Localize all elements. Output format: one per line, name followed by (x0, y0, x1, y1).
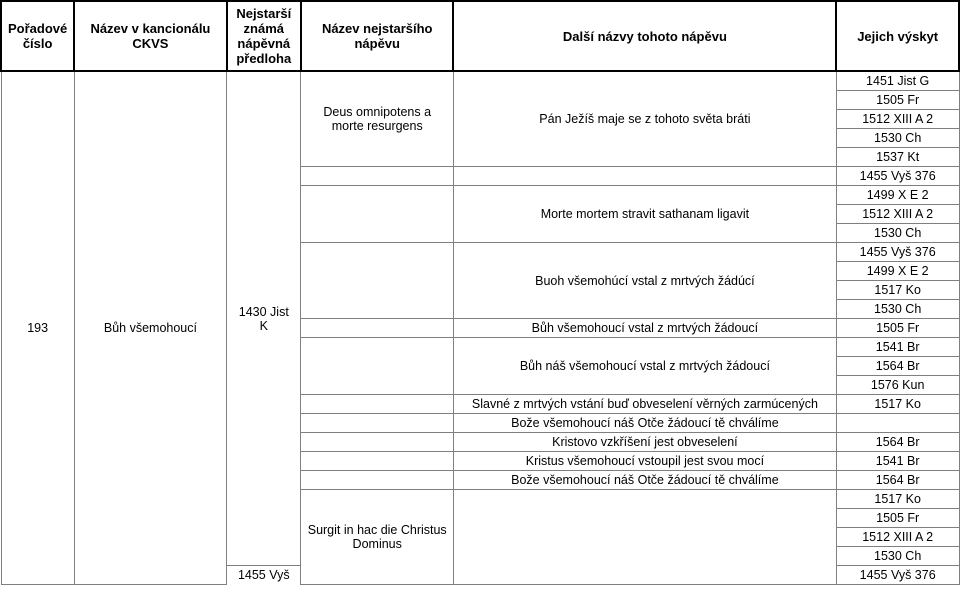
cell-vyskyt: 1499 X E 2 (836, 262, 959, 281)
cell-nejnapev (301, 433, 453, 452)
cell-vyskyt: 1455 Vyš 376 (836, 243, 959, 262)
cell-vyskyt: 1499 X E 2 (836, 186, 959, 205)
cell-vyskyt: 1530 Ch (836, 224, 959, 243)
col-dalsi-header: Další názvy tohoto nápěvu (453, 1, 836, 71)
cell-nejnapev (301, 452, 453, 471)
cell-dalsi: Bůh náš všemohoucí vstal z mrtvých žádou… (453, 338, 836, 395)
cell-vyskyt: 1530 Ch (836, 547, 959, 566)
cell-nejnapev (301, 167, 453, 186)
cell-vyskyt: 1455 Vyš 376 (836, 566, 959, 585)
col-vyskyt-header: Jejich výskyt (836, 1, 959, 71)
cell-vyskyt: 1451 Jist G (836, 71, 959, 91)
cell-dalsi (453, 490, 836, 585)
table-header-row: Pořadové číslo Název v kancionálu CKVS N… (1, 1, 959, 71)
cell-nejnapev (301, 471, 453, 490)
cell-dalsi (453, 167, 836, 186)
cell-dalsi: Bůh všemohoucí vstal z mrtvých žádoucí (453, 319, 836, 338)
cell-vyskyt: 1541 Br (836, 452, 959, 471)
cell-nejnapev: Deus omnipotens a morte resurgens (301, 71, 453, 167)
cell-nejnapev (301, 395, 453, 414)
cell-vyskyt: 1517 Ko (836, 395, 959, 414)
table-row: 193Bůh všemohoucí1430 Jist KDeus omnipot… (1, 71, 959, 91)
cell-vyskyt: 1564 Br (836, 471, 959, 490)
col-nejnap-header: Název nejstaršího nápěvu (301, 1, 453, 71)
cell-vyskyt: 1564 Br (836, 433, 959, 452)
cell-vyskyt: 1512 XIII A 2 (836, 110, 959, 129)
cell-vyskyt (836, 414, 959, 433)
cell-nejnapev (301, 243, 453, 319)
table-body: 193Bůh všemohoucí1430 Jist KDeus omnipot… (1, 71, 959, 585)
cell-nejnapev (301, 186, 453, 243)
cell-vyskyt: 1505 Fr (836, 91, 959, 110)
cell-vyskyt: 1455 Vyš 376 (836, 167, 959, 186)
col-poradove-header: Pořadové číslo (1, 1, 74, 71)
cell-dalsi: Morte mortem stravit sathanam ligavit (453, 186, 836, 243)
cell-vyskyt: 1564 Br (836, 357, 959, 376)
cell-vyskyt: 1505 Fr (836, 319, 959, 338)
cell-vyskyt: 1530 Ch (836, 129, 959, 148)
cell-dalsi: Slavné z mrtvých vstání buď obveselení v… (453, 395, 836, 414)
cell-vyskyt: 1537 Kt (836, 148, 959, 167)
cell-vyskyt: 1530 Ch (836, 300, 959, 319)
cell-dalsi: Kristus všemohoucí vstoupil jest svou mo… (453, 452, 836, 471)
cell-dalsi: Pán Ježíš maje se z tohoto světa bráti (453, 71, 836, 167)
cell-vyskyt: 1517 Ko (836, 490, 959, 509)
cell-vyskyt: 1505 Fr (836, 509, 959, 528)
cell-poradove: 193 (1, 71, 74, 585)
cell-nejnapev (301, 319, 453, 338)
cell-vyskyt: 1517 Ko (836, 281, 959, 300)
cell-vyskyt: 1541 Br (836, 338, 959, 357)
cell-dalsi: Buoh všemohúcí vstal z mrtvých žádúcí (453, 243, 836, 319)
cell-dalsi: Bože všemohoucí náš Otče žádoucí tě chvá… (453, 471, 836, 490)
col-nazev-header: Název v kancionálu CKVS (74, 1, 226, 71)
cell-predloha: 1430 Jist K (227, 71, 301, 566)
cell-dalsi: Kristovo vzkříšení jest obveselení (453, 433, 836, 452)
cell-predloha-partial: 1455 Vyš (227, 566, 301, 585)
cell-nejnapev (301, 414, 453, 433)
cell-vyskyt: 1512 XIII A 2 (836, 205, 959, 224)
cell-nejnapev (301, 338, 453, 395)
cell-vyskyt: 1576 Kun (836, 376, 959, 395)
cell-nejnapev: Surgit in hac die Christus Dominus (301, 490, 453, 585)
cell-dalsi: Bože všemohoucí náš Otče žádoucí tě chvá… (453, 414, 836, 433)
hymn-table: Pořadové číslo Název v kancionálu CKVS N… (0, 0, 960, 585)
cell-vyskyt: 1512 XIII A 2 (836, 528, 959, 547)
col-predloha-header: Nejstarší známá nápěvná předloha (227, 1, 301, 71)
cell-nazev: Bůh všemohoucí (74, 71, 226, 585)
